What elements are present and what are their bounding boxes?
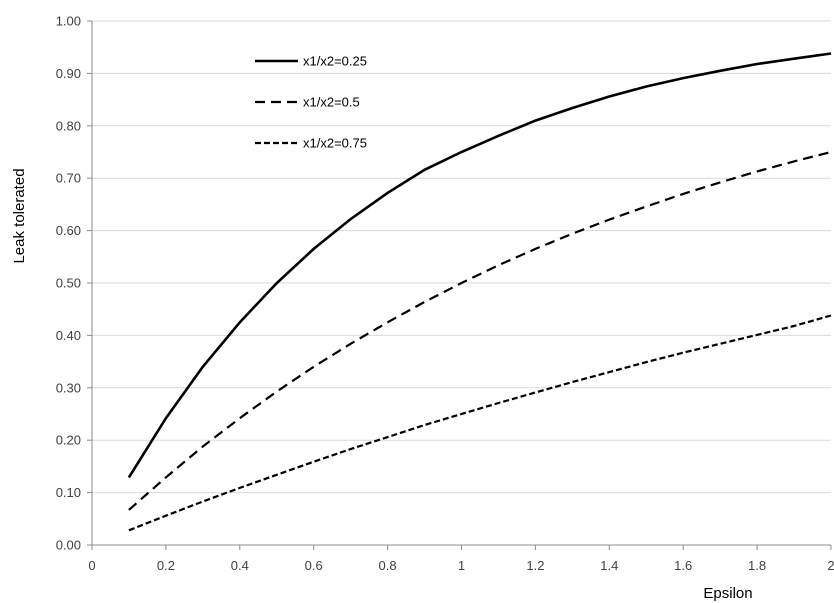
legend-label-2: x1/x2=0.5	[303, 95, 360, 110]
y-tick-label: 0.90	[56, 66, 81, 81]
x-tick-label: 1.8	[748, 558, 766, 573]
series-line-1	[127, 52, 832, 479]
series-line-3	[128, 314, 832, 532]
series-group	[127, 52, 832, 532]
y-axis-title: Leak tolerated	[11, 168, 28, 263]
x-tick-label: 0	[88, 558, 95, 573]
x-tick-label: 1.4	[600, 558, 618, 573]
y-axis-ticks: 0.00 0.10 0.20 0.30 0.40 0.50 0.60 0.70 0.80 0.90…	[56, 14, 92, 553]
gridlines	[92, 20, 831, 494]
y-tick-label: 0.10	[56, 485, 81, 500]
x-tick-label: 2	[827, 558, 834, 573]
legend-label-3: x1/x2=0.75	[303, 136, 367, 151]
x-tick-label: 1.6	[674, 558, 692, 573]
series-line-2	[128, 150, 832, 511]
x-axis-ticks: 0 0.2 0.4 0.6 0.8 1 1.2 1.4 1.6 1.8 2	[88, 545, 834, 573]
y-tick-label: 0.30	[56, 380, 81, 395]
x-tick-label: 1.2	[526, 558, 544, 573]
x-tick-label: 0.6	[305, 558, 323, 573]
x-tick-label: 1	[458, 558, 465, 573]
y-tick-label: 0.50	[56, 276, 81, 291]
x-tick-label: 0.8	[379, 558, 397, 573]
x-axis-title: Epsilon	[703, 585, 752, 602]
y-tick-label: 1.00	[56, 14, 81, 29]
x-tick-label: 0.2	[157, 558, 175, 573]
y-tick-label: 0.00	[56, 538, 81, 553]
x-tick-label: 0.4	[231, 558, 249, 573]
y-tick-label: 0.40	[56, 328, 81, 343]
legend: x1/x2=0.25 x1/x2=0.5 x1/x2=0.75	[255, 54, 367, 151]
y-tick-label: 0.60	[56, 223, 81, 238]
y-tick-label: 0.80	[56, 118, 81, 133]
y-tick-label: 0.70	[56, 171, 81, 186]
y-tick-label: 0.20	[56, 433, 81, 448]
legend-label-1: x1/x2=0.25	[303, 54, 367, 69]
